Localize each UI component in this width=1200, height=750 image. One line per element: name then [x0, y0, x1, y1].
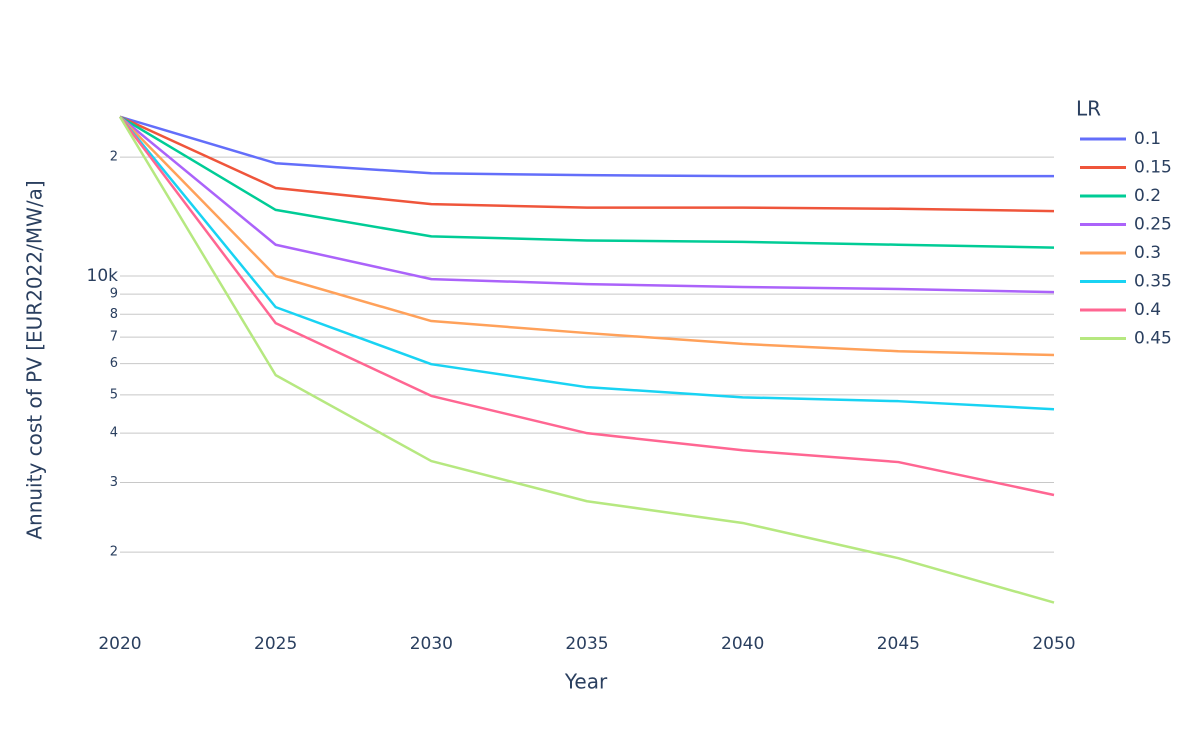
- series-line: [118, 116, 1055, 604]
- series-line: [119, 116, 1055, 497]
- y-tick-label: 6: [110, 356, 118, 371]
- legend-label: 0.3: [1134, 243, 1161, 263]
- x-tick-label: 2045: [877, 634, 920, 654]
- y-tick-label: 3: [110, 475, 118, 490]
- legend-label: 0.15: [1134, 158, 1172, 178]
- legend-label: 0.2: [1134, 186, 1161, 206]
- x-tick-label: 2035: [565, 634, 608, 654]
- y-tick-label: 2: [110, 545, 118, 560]
- series-line: [119, 115, 1055, 411]
- x-tick-label: 2050: [1032, 634, 1075, 654]
- legend-label: 0.45: [1134, 329, 1172, 349]
- y-tick-label: 5: [110, 387, 118, 402]
- series-line: [119, 115, 1055, 294]
- series-line: [119, 115, 1054, 178]
- series-line: [119, 115, 1055, 213]
- legend-label: 0.4: [1134, 300, 1161, 320]
- series-line: [119, 115, 1055, 357]
- series-line: [119, 115, 1055, 249]
- legend-label: 0.1: [1134, 129, 1161, 149]
- y-tick-label: 9: [110, 287, 118, 302]
- y-tick-label: 10k: [87, 266, 119, 286]
- y-tick-label: 7: [110, 330, 118, 345]
- y-axis-title: Annuity cost of PV [EUR2022/MW/a]: [23, 180, 47, 539]
- x-tick-label: 2020: [98, 634, 141, 654]
- y-tick-label: 8: [110, 307, 118, 322]
- legend-label: 0.25: [1134, 215, 1172, 235]
- x-tick-label: 2030: [410, 634, 453, 654]
- grid: [120, 156, 1054, 553]
- legend-label: 0.35: [1134, 272, 1172, 292]
- x-axis-title: Year: [564, 670, 608, 694]
- y-tick-label: 2: [110, 150, 118, 165]
- y-tick-label: 4: [110, 426, 118, 441]
- x-tick-label: 2040: [721, 634, 764, 654]
- legend-title: LR: [1076, 97, 1101, 121]
- x-tick-label: 2025: [254, 634, 297, 654]
